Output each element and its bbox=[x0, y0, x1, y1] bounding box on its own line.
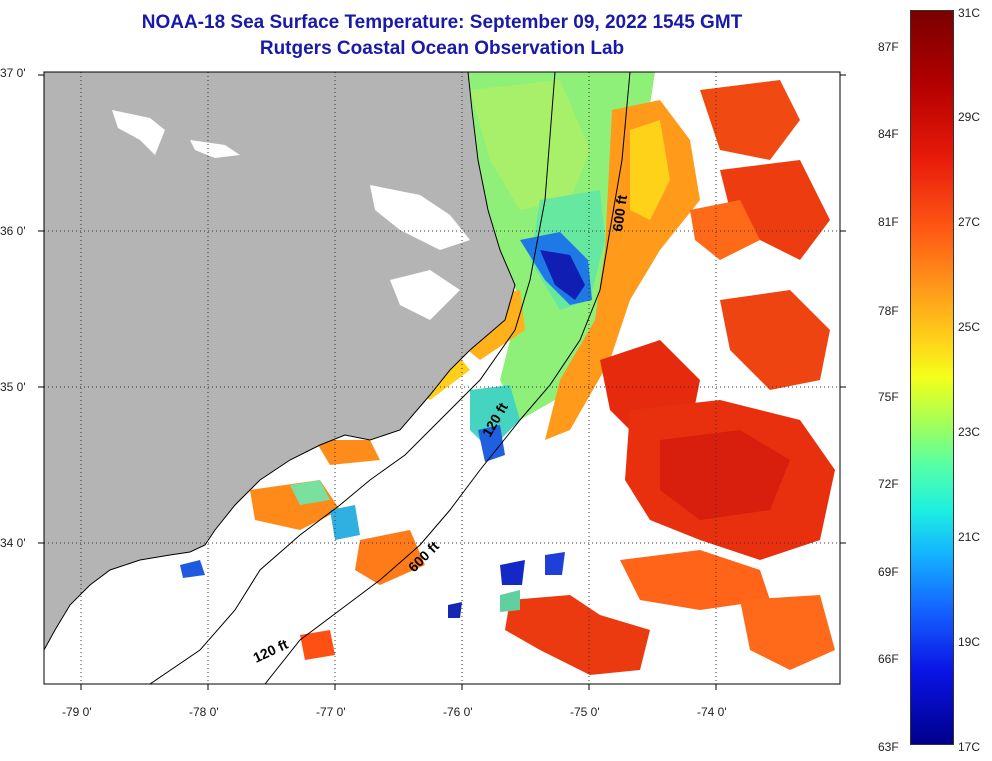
temperature-colorbar bbox=[910, 10, 954, 745]
colorbar-f-label: 78F bbox=[878, 304, 899, 318]
lat-label: 35 0' bbox=[0, 380, 26, 394]
lon-label: -77 0' bbox=[316, 705, 346, 719]
lon-label: -75 0' bbox=[570, 705, 600, 719]
contour-600ft-line bbox=[264, 72, 631, 684]
colorbar-f-label: 72F bbox=[878, 477, 899, 491]
colorbar-f-label: 84F bbox=[878, 127, 899, 141]
colorbar-f-label: 75F bbox=[878, 390, 899, 404]
colorbar-c-label: 29C bbox=[958, 110, 981, 124]
lon-label: -74 0' bbox=[697, 705, 727, 719]
lat-label: 36 0' bbox=[0, 224, 26, 238]
lon-label: -79 0' bbox=[62, 705, 92, 719]
lat-label: 37 0' bbox=[0, 66, 26, 80]
sst-map: 600 ft 120 ft 600 ft 120 ft bbox=[38, 71, 846, 690]
lon-label: -78 0' bbox=[189, 705, 219, 719]
colorbar-c-label: 27C bbox=[958, 215, 981, 229]
colorbar-c-label: 31C bbox=[958, 6, 981, 20]
colorbar-c-label: 21C bbox=[958, 530, 981, 544]
map-subtitle: Rutgers Coastal Ocean Observation Lab bbox=[259, 38, 625, 59]
lat-label: 34 0' bbox=[0, 536, 26, 550]
sst-field bbox=[180, 72, 835, 675]
colorbar-f-label: 63F bbox=[878, 740, 899, 754]
colorbar-c-label: 19C bbox=[958, 635, 981, 649]
map-frame bbox=[43, 71, 841, 685]
map-title: NOAA-18 Sea Surface Temperature: Septemb… bbox=[141, 12, 743, 33]
colorbar-f-label: 81F bbox=[878, 215, 899, 229]
colorbar-f-label: 87F bbox=[878, 40, 899, 54]
colorbar-c-label: 25C bbox=[958, 320, 981, 334]
colorbar-f-label: 66F bbox=[878, 652, 899, 666]
colorbar-c-label: 23C bbox=[958, 425, 981, 439]
contour-120ft-line bbox=[149, 72, 556, 684]
contour-label: 600 ft bbox=[609, 194, 630, 233]
colorbar-f-label: 69F bbox=[878, 565, 899, 579]
colorbar-c-label: 17C bbox=[958, 740, 981, 754]
lon-label: -76 0' bbox=[443, 705, 473, 719]
